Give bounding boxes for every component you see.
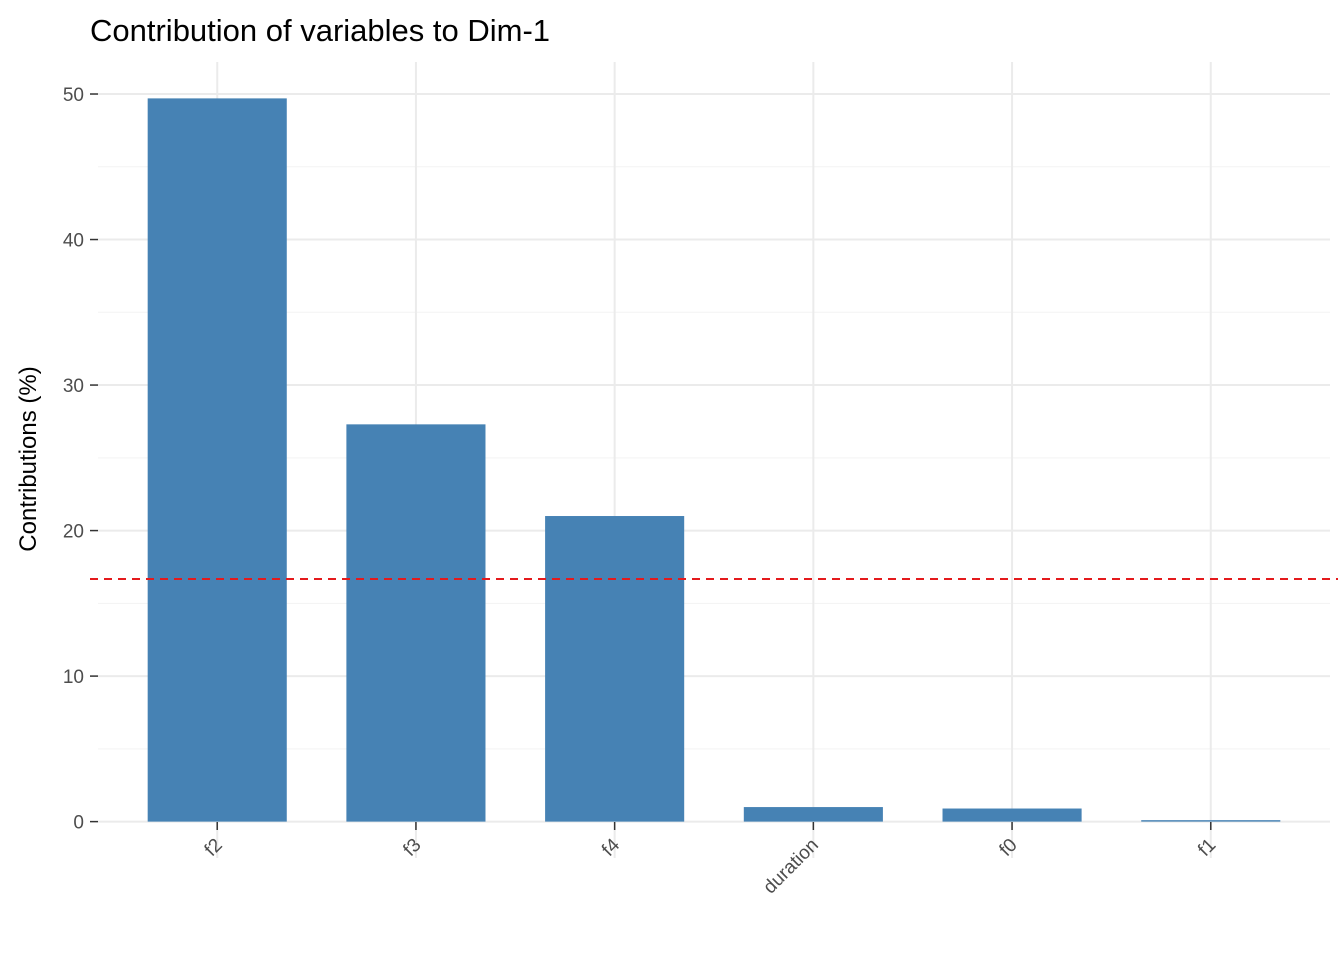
x-tick-label: f1: [1194, 835, 1220, 861]
y-tick-label: 40: [63, 231, 84, 252]
y-tick-label: 50: [63, 85, 84, 106]
y-tick-label: 20: [63, 522, 84, 543]
chart-title: Contribution of variables to Dim-1: [90, 13, 550, 48]
bar-f1: [1141, 820, 1281, 822]
y-axis: 0 10 20 30 40 50: [63, 85, 98, 834]
bar-f0: [942, 808, 1082, 822]
bar-duration: [743, 807, 883, 822]
bar-f4: [545, 516, 685, 822]
x-tick-label: f4: [598, 834, 624, 860]
x-tick-label: f2: [201, 835, 227, 861]
x-tick-label: duration: [759, 835, 822, 898]
bars: [147, 98, 1281, 822]
y-tick-label: 30: [63, 376, 84, 397]
y-axis-label: Contributions (%): [15, 366, 42, 551]
x-tick-label: f0: [996, 835, 1022, 861]
x-axis: f2 f3 f4 duration f0 f1: [201, 822, 1220, 898]
y-tick-label: 0: [73, 813, 84, 834]
bar-f3: [346, 424, 486, 822]
bar-f2: [147, 98, 287, 822]
y-tick-label: 10: [63, 667, 84, 688]
x-tick-label: f3: [399, 835, 425, 861]
